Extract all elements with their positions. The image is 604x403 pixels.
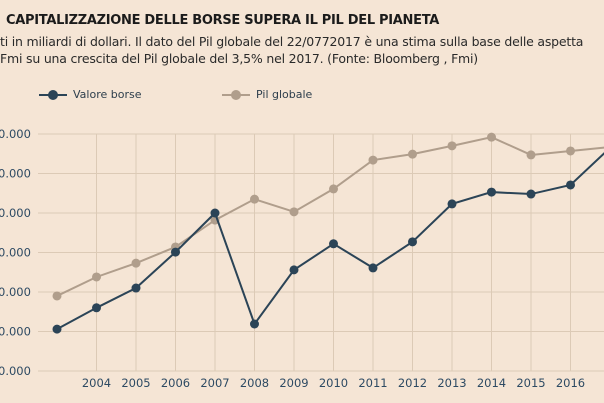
data-point (408, 237, 417, 247)
y-tick-label: 0.000 (0, 167, 31, 181)
data-point (487, 187, 496, 197)
data-point (250, 194, 259, 204)
data-point (92, 303, 101, 313)
x-tick-label: 2005 (121, 376, 150, 390)
legend-label: Pil globale (256, 88, 313, 101)
x-tick-label: 2016 (556, 376, 585, 390)
y-tick-label: 0.000 (0, 246, 31, 260)
legend-item-valore-borse: Valore borse (39, 88, 141, 101)
data-point (52, 291, 62, 301)
x-tick-label: 2008 (240, 376, 269, 390)
data-point (408, 149, 417, 159)
data-point (289, 265, 299, 275)
x-tick-label: 2011 (358, 376, 387, 390)
legend-swatch-valore-borse (39, 89, 67, 100)
data-point (250, 319, 259, 329)
data-point (92, 272, 101, 282)
y-tick-label: 0.000 (0, 127, 31, 141)
y-tick-label: 0.000 (0, 285, 31, 299)
y-tick-label: 0.000 (0, 364, 31, 378)
chart-subtitle-line-1: ti in miliardi di dollari. Il dato del P… (0, 34, 584, 49)
x-tick-label: 2012 (398, 376, 427, 390)
data-point (289, 207, 299, 217)
data-point (566, 146, 575, 156)
data-point (566, 180, 575, 190)
data-point (447, 141, 457, 151)
data-point (131, 258, 141, 268)
x-tick-label: 2007 (200, 376, 229, 390)
y-tick-label: 0.000 (0, 325, 31, 339)
x-tick-label: 2015 (516, 376, 545, 390)
chart-subtitle-line-2: Fmi su una crescita del Pil globale del … (0, 51, 478, 66)
legend-item-pil-globale: Pil globale (222, 88, 312, 101)
legend-swatch-pil-globale (222, 89, 250, 100)
data-point (171, 247, 180, 257)
legend-label: Valore borse (73, 88, 142, 101)
data-point (368, 155, 378, 165)
data-point (447, 199, 457, 209)
data-point (526, 150, 536, 160)
data-point (329, 239, 338, 249)
x-tick-label: 2004 (82, 376, 111, 390)
x-tick-label: 2013 (437, 376, 466, 390)
chart-title: CAPITALIZZAZIONE DELLE BORSE SUPERA IL P… (6, 13, 440, 28)
data-point (52, 324, 62, 334)
data-point (487, 132, 496, 142)
series-line-pil-globale (56, 136, 604, 297)
series-line-valore-borse (56, 152, 604, 331)
data-point (526, 189, 536, 199)
data-point (131, 283, 141, 293)
x-tick-label: 2009 (279, 376, 308, 390)
data-point (210, 208, 220, 218)
data-point (329, 184, 338, 194)
y-tick-label: 0.000 (0, 206, 31, 220)
x-tick-label: 2014 (477, 376, 506, 390)
x-tick-label: 2006 (161, 376, 190, 390)
x-tick-label: 2010 (319, 376, 348, 390)
data-point (368, 263, 378, 273)
